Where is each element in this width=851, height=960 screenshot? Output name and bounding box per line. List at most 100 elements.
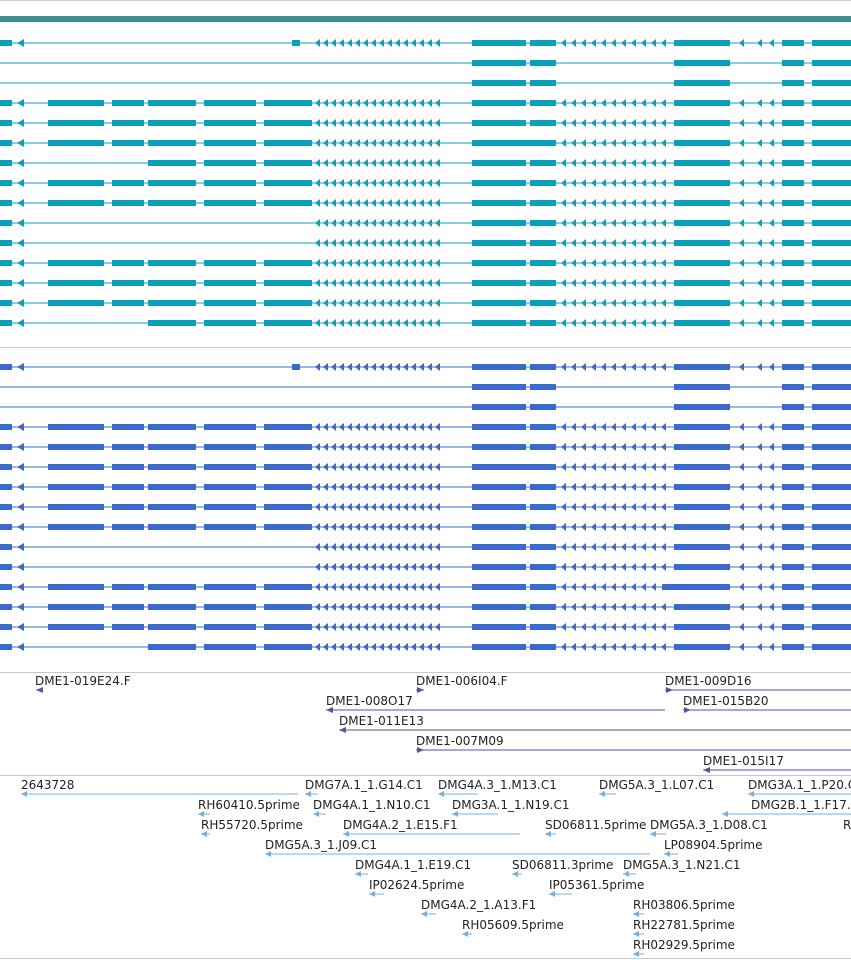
transcript-row[interactable] [0,259,851,267]
transcript-row[interactable] [0,563,851,571]
transcript-row[interactable] [0,60,851,66]
clone-label[interactable]: DME1-015B20 [683,694,769,708]
clone-feature[interactable] [416,747,851,753]
est-feature[interactable] [599,791,616,797]
transcript-row[interactable] [0,423,851,431]
clone-feature[interactable] [665,687,851,693]
transcript-row[interactable] [0,543,851,551]
transcript-row[interactable] [0,239,851,247]
est-feature[interactable] [748,791,851,797]
transcript-row[interactable] [0,139,851,147]
transcript-row[interactable] [0,159,851,167]
est-feature[interactable] [21,791,298,797]
est-feature[interactable] [198,811,210,817]
est-feature[interactable] [438,791,478,797]
est-feature[interactable] [462,931,472,937]
est-feature[interactable] [633,931,644,937]
clone-label[interactable]: DME1-006I04.F [416,674,508,688]
est-label[interactable]: DMG5A.3_1.D08.C1 [650,818,768,832]
est-label[interactable]: DMG5A.3_1.N21.C1 [623,858,741,872]
est-feature[interactable] [265,851,650,857]
clone-feature[interactable] [326,707,665,713]
est-label[interactable]: DMG4A.1_1.N10.C1 [313,798,431,812]
est-feature[interactable] [722,811,851,817]
clone-label[interactable]: DME1-008O17 [326,694,413,708]
transcript-row[interactable] [0,404,851,410]
transcript-row[interactable] [0,279,851,287]
est-feature[interactable] [650,831,666,837]
est-label[interactable]: RH22781.5prime [633,918,735,932]
est-feature[interactable] [664,851,678,857]
transcript-row[interactable] [0,119,851,127]
est-feature[interactable] [452,811,498,817]
est-label[interactable]: DMG3A.1_1.N19.C1 [452,798,570,812]
est-label[interactable]: RH02929.5prime [633,938,735,952]
est-label[interactable]: DMG5A.3_1.L07.C1 [599,778,714,792]
clone-label[interactable]: DME1-007M09 [416,734,504,748]
transcript-row[interactable] [0,179,851,187]
transcript-row[interactable] [0,39,851,47]
est-feature[interactable] [623,871,636,877]
est-feature[interactable] [545,831,556,837]
transcript-row[interactable] [0,199,851,207]
transcript-row[interactable] [0,503,851,511]
transcript-row[interactable] [0,603,851,611]
est-feature[interactable] [549,891,572,897]
clone-label[interactable]: DME1-019E24.F [35,674,131,688]
est-labels: 2643728 DMG7A.1_1.G14.C1 DMG4A.3_1.M13.C… [21,778,851,952]
est-feature[interactable] [305,791,318,797]
est-feature[interactable] [633,951,644,957]
est-feature[interactable] [369,891,384,897]
est-label[interactable]: RH03806.5prime [633,898,735,912]
est-feature[interactable] [343,831,520,837]
clone-feature[interactable] [339,727,851,733]
transcript-row[interactable] [0,219,851,227]
est-label[interactable]: DMG4A.2_1.A13.F1 [421,898,536,912]
est-label[interactable]: SD06811.5prime [545,818,646,832]
est-label[interactable]: DMG4A.2_1.E15.F1 [343,818,458,832]
est-label[interactable]: DMG3A.1_1.P20.C [748,778,851,792]
track-separator [0,672,851,673]
est-label[interactable]: R [843,818,851,832]
transcript-row[interactable] [0,623,851,631]
est-feature[interactable] [421,911,436,917]
est-label[interactable]: IP05361.5prime [549,878,644,892]
transcript-row[interactable] [0,384,851,390]
est-label[interactable]: RH05609.5prime [462,918,564,932]
clone-label[interactable]: DME1-011E13 [339,714,424,728]
transcript-row[interactable] [0,583,851,591]
est-label[interactable]: IP02624.5prime [369,878,464,892]
est-label[interactable]: RH60410.5prime [198,798,300,812]
clone-label[interactable]: DME1-009D16 [665,674,752,688]
transcript-row[interactable] [0,523,851,531]
transcript-row[interactable] [0,299,851,307]
est-feature[interactable] [633,911,644,917]
clone-feature[interactable] [683,707,851,713]
transcript-row[interactable] [0,319,851,327]
transcript-row[interactable] [0,99,851,107]
est-label[interactable]: 2643728 [21,778,74,792]
est-label[interactable]: DMG2B.1_1.F17. [751,798,851,812]
est-label[interactable]: SD06811.3prime [512,858,613,872]
est-feature[interactable] [355,871,368,877]
transcript-row[interactable] [0,363,851,371]
est-feature[interactable] [201,831,210,837]
transcript-row[interactable] [0,483,851,491]
clone-feature[interactable] [416,687,424,693]
est-feature[interactable] [313,811,326,817]
est-label[interactable]: LP08904.5prime [664,838,763,852]
clone-feature[interactable] [36,687,43,693]
clone-label[interactable]: DME1-015I17 [703,754,784,768]
transcript-row[interactable] [0,443,851,451]
est-label[interactable]: DMG5A.3_1.J09.C1 [265,838,377,852]
est-label[interactable]: DMG4A.3_1.M13.C1 [438,778,557,792]
est-feature[interactable] [512,871,522,877]
est-label[interactable]: DMG7A.1_1.G14.C1 [305,778,423,792]
transcript-row[interactable] [0,80,851,86]
clone-feature[interactable] [703,767,851,773]
est-label[interactable]: DMG4A.1_1.E19.C1 [355,858,471,872]
transcript-row[interactable] [0,643,851,651]
transcript-tracks [0,39,851,651]
est-label[interactable]: RH55720.5prime [201,818,303,832]
transcript-row[interactable] [0,463,851,471]
